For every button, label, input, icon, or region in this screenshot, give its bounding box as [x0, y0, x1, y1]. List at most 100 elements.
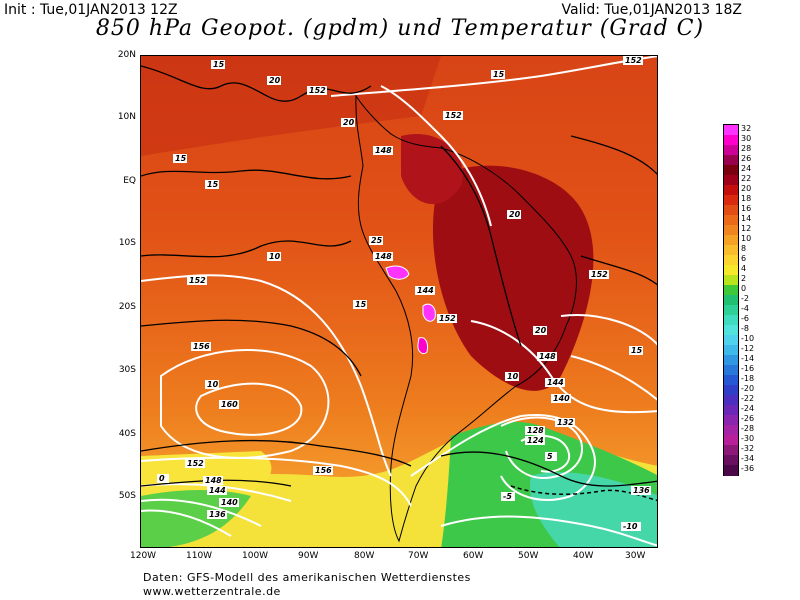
- svg-text:160: 160: [221, 400, 238, 409]
- svg-text:148: 148: [375, 146, 392, 155]
- lon-label-70w: 70W: [408, 551, 429, 561]
- geopotential-contours: [141, 56, 657, 547]
- geopot-contour-144: [141, 498, 262, 527]
- label-5: 5: [545, 452, 557, 461]
- geopot-contour-east: [560, 314, 657, 346]
- colorbar-swatch: [724, 365, 738, 376]
- colorbar-swatch: [724, 185, 738, 196]
- svg-text:15: 15: [213, 60, 225, 69]
- lon-label-50w: 50W: [518, 551, 539, 561]
- label-152: 152: [185, 459, 205, 468]
- colorbar-tick-label: 28: [741, 144, 752, 153]
- colorbar-tick-label: 16: [741, 204, 752, 213]
- colorbar-tick-label: -36: [741, 464, 755, 473]
- colorbar-swatch: [724, 245, 738, 256]
- label-25: 25: [369, 236, 383, 245]
- colorbar-swatch: [724, 215, 738, 226]
- coastline: [355, 94, 577, 543]
- colorbar-tick-label: -10: [741, 334, 755, 343]
- colorbar-tick-label: 4: [741, 264, 747, 273]
- init-time: Init : Tue,01JAN2013 12Z: [4, 2, 178, 18]
- label-15: 15: [353, 300, 367, 309]
- colorbar-tick-label: -32: [741, 444, 755, 453]
- colorbar-tick-label: 22: [741, 174, 752, 183]
- colorbar-tick-label: -16: [741, 364, 755, 373]
- lon-label-40w: 40W: [573, 551, 594, 561]
- label-140: 140: [219, 498, 239, 507]
- geopot-contour-140: [141, 509, 232, 537]
- label-minus10: -10: [621, 522, 641, 531]
- svg-text:144: 144: [209, 486, 226, 495]
- geopot-contour-148b: [380, 85, 492, 227]
- label-128: 128: [525, 426, 545, 435]
- cold-front-dashed: [510, 485, 657, 502]
- lon-label-110w: 110W: [186, 551, 213, 561]
- colorbar-tick-label: -22: [741, 394, 755, 403]
- svg-text:148: 148: [205, 476, 222, 485]
- label-15: 15: [491, 70, 505, 79]
- svg-text:140: 140: [553, 394, 570, 403]
- label-132: 132: [555, 418, 575, 427]
- lon-label-120w: 120W: [130, 551, 157, 561]
- svg-text:10: 10: [507, 372, 519, 381]
- label-140: 140: [551, 394, 571, 403]
- colorbar-swatch: [724, 275, 738, 286]
- colorbar-tick-label: 18: [741, 194, 752, 203]
- lon-label-80w: 80W: [354, 551, 375, 561]
- temp-contour-15d: [580, 255, 657, 286]
- temp-contour-15b: [141, 169, 352, 180]
- lon-label-60w: 60W: [463, 551, 484, 561]
- svg-text:148: 148: [539, 352, 556, 361]
- colorbar-swatch: [724, 125, 738, 136]
- colorbar-tick-label: -14: [741, 354, 755, 363]
- svg-text:144: 144: [417, 286, 434, 295]
- svg-text:144: 144: [547, 378, 564, 387]
- colorbar-tick-label: 12: [741, 224, 752, 233]
- colorbar-swatch: [724, 455, 738, 466]
- svg-text:20: 20: [269, 76, 281, 85]
- label-20: 20: [267, 76, 281, 85]
- colorbar-tick-label: -4: [741, 304, 749, 313]
- svg-text:10: 10: [269, 252, 281, 261]
- lat-label-30s: 30S: [118, 365, 136, 375]
- label-160: 160: [219, 400, 239, 409]
- label-148: 148: [373, 146, 393, 155]
- label-152: 152: [437, 314, 457, 323]
- lat-label-20n: 20N: [117, 50, 136, 60]
- website-link[interactable]: www.wetterzentrale.de: [143, 585, 281, 598]
- label-20: 20: [533, 326, 547, 335]
- svg-text:152: 152: [189, 276, 206, 285]
- colorbar-swatch: [724, 385, 738, 396]
- label-124: 124: [525, 436, 545, 445]
- label-148: 148: [537, 352, 557, 361]
- colorbar-tick-label: -8: [741, 324, 749, 333]
- colorbar-swatch: [724, 265, 738, 276]
- colorbar-tick-label: 24: [741, 164, 752, 173]
- label-152: 152: [307, 86, 327, 95]
- label-152: 152: [589, 270, 609, 279]
- andes-hotspot-1: [385, 265, 410, 280]
- valid-time: Valid: Tue,01JAN2013 18Z: [561, 2, 743, 18]
- label-144: 144: [207, 486, 227, 495]
- label-20: 20: [341, 118, 355, 127]
- colorbar-tick-label: -34: [741, 454, 755, 463]
- colorbar-tick-label: 14: [741, 214, 752, 223]
- geopot-contour-east-2: [570, 355, 657, 401]
- colorbar-swatch: [724, 305, 738, 316]
- label-10: 10: [505, 372, 519, 381]
- temp-contour-5: [141, 439, 412, 467]
- svg-text:0: 0: [159, 474, 165, 483]
- label-20: 20: [507, 210, 521, 219]
- colorbar-tick-label: 6: [741, 254, 747, 263]
- label-156: 156: [313, 466, 333, 475]
- label-10: 10: [205, 380, 219, 389]
- geopot-contour-152c: [330, 56, 657, 97]
- warm-nw: [141, 56, 441, 156]
- lat-label-10n: 10N: [117, 112, 136, 122]
- colorbar-swatch: [724, 155, 738, 166]
- label-148: 148: [373, 252, 393, 261]
- lon-label-100w: 100W: [242, 551, 269, 561]
- label-156: 156: [191, 342, 211, 351]
- colorbar-tick-label: 26: [741, 154, 752, 163]
- label-15: 15: [205, 180, 219, 189]
